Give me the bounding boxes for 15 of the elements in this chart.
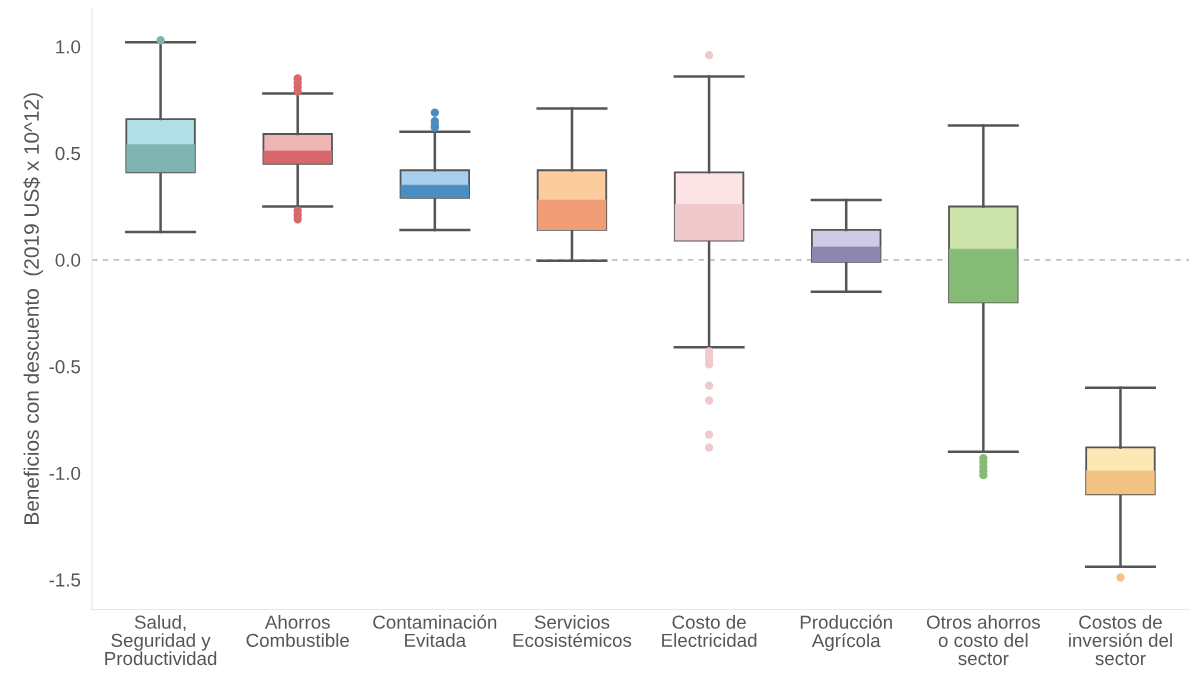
x-tick-label: Servicios Ecosistémicos — [513, 615, 632, 647]
x-tick-label: Costos de inversión del sector — [1069, 615, 1172, 666]
x-tick-label: Ahorros Combustible — [246, 615, 349, 647]
y-tick-label: 1.0 — [56, 40, 81, 54]
x-tick-label: Otros ahorros o costo del sector — [926, 615, 1040, 666]
x-tick-label: Contaminación Evitada — [373, 614, 497, 647]
y-tick-label: 0.5 — [55, 146, 81, 161]
y-tick-label: -1.0 — [49, 466, 81, 480]
x-tick-label: Salud, Seguridad y Productividad — [105, 615, 217, 666]
y-tick-label: -1.5 — [49, 573, 81, 587]
x-tick-label: Producción Agrícola — [800, 614, 892, 651]
y-tick-label: 0.0 — [55, 253, 81, 267]
y-tick-label: -0.5 — [49, 360, 81, 374]
y-axis-title: Beneficios con descuento (2019 US$ x 10^12) — [23, 93, 44, 524]
x-tick-label: Costo de Electricidad — [662, 615, 757, 647]
